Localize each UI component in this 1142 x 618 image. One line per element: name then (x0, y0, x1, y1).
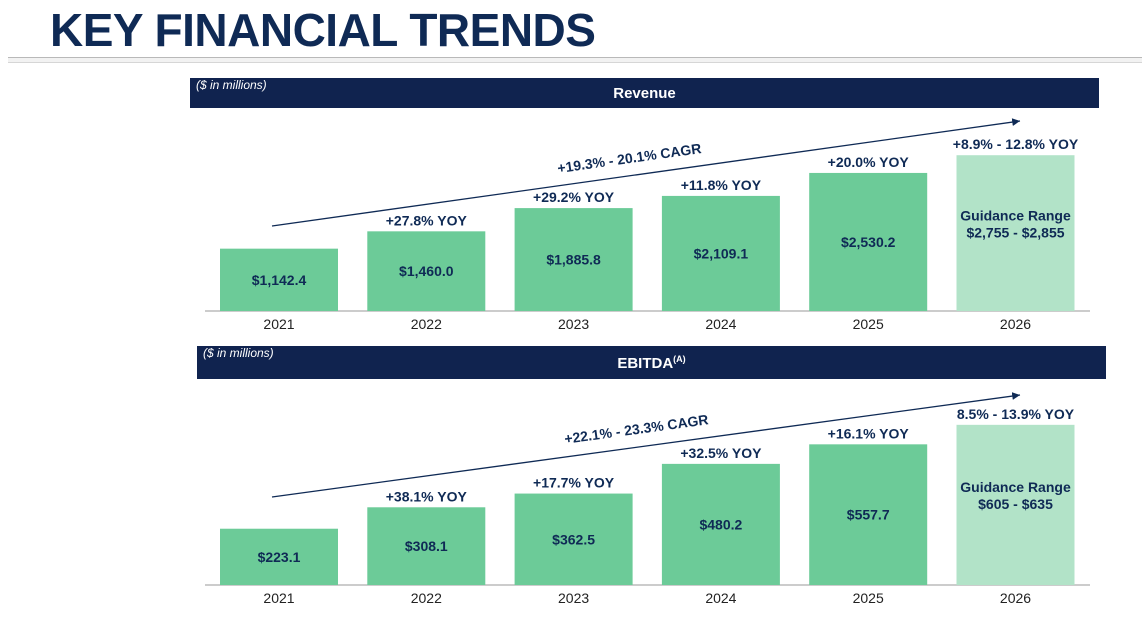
revenue-chart: 2021 $1,142.4 2022 +27.8% YOY $1,460.0 2023 +2… (205, 118, 1090, 332)
revenue-category-label: 2022 (411, 316, 442, 332)
revenue-yoy-label: +29.2% YOY (533, 189, 615, 205)
title-divider (8, 57, 1142, 63)
ebitda-bar (809, 444, 928, 585)
revenue-bar (661, 195, 780, 311)
revenue-value-label: $1,142.4 (252, 272, 307, 288)
ebitda-category-label: 2023 (558, 590, 589, 606)
ebitda-banner: ($ in millions) EBITDA(A) (197, 346, 1106, 379)
ebitda-category-label: 2026 (1000, 590, 1031, 606)
ebitda-yoy-label: +16.1% YOY (828, 425, 910, 441)
revenue-banner: ($ in millions) Revenue (190, 78, 1099, 108)
ebitda-guidance-label: Guidance Range (960, 479, 1071, 495)
revenue-guidance-label: Guidance Range (960, 208, 1071, 224)
revenue-value-label: $2,109.1 (694, 245, 749, 261)
ebitda-title: EBITDA (617, 355, 674, 372)
ebitda-value-label: $308.1 (405, 538, 448, 554)
revenue-guidance-range: $2,755 - $2,855 (966, 225, 1064, 241)
revenue-yoy-label: +20.0% YOY (828, 154, 910, 170)
ebitda-title-wrap: EBITDA(A) (197, 354, 1106, 372)
revenue-category-label: 2021 (263, 316, 294, 332)
ebitda-guidance-bar (956, 424, 1075, 585)
ebitda-category-label: 2024 (705, 590, 736, 606)
ebitda-yoy-label: +38.1% YOY (386, 488, 468, 504)
revenue-guidance-bar (956, 155, 1075, 311)
revenue-value-label: $1,885.8 (546, 252, 601, 268)
revenue-value-label: $1,460.0 (399, 263, 454, 279)
revenue-category-label: 2024 (705, 316, 736, 332)
revenue-value-label: $2,530.2 (841, 234, 896, 250)
ebitda-value-label: $557.7 (847, 507, 890, 523)
ebitda-value-label: $480.2 (699, 516, 742, 532)
ebitda-category-label: 2021 (263, 590, 294, 606)
revenue-bar (220, 248, 338, 311)
ebitda-category-label: 2025 (853, 590, 884, 606)
revenue-unit-note: ($ in millions) (196, 78, 267, 92)
ebitda-unit-note: ($ in millions) (203, 346, 274, 360)
ebitda-bar (514, 493, 633, 585)
revenue-title: Revenue (613, 85, 676, 102)
revenue-category-label: 2026 (1000, 316, 1031, 332)
ebitda-bar (220, 528, 338, 585)
ebitda-yoy-label: +17.7% YOY (533, 475, 615, 491)
page-title: KEY FINANCIAL TRENDS (50, 4, 596, 56)
revenue-cagr-label: +19.3% - 20.1% CAGR (556, 140, 702, 176)
revenue-bar (514, 208, 633, 311)
ebitda-footnote-marker: (A) (673, 354, 686, 364)
ebitda-value-label: $362.5 (552, 531, 595, 547)
revenue-category-label: 2025 (853, 316, 884, 332)
ebitda-cagr-label: +22.1% - 23.3% CAGR (563, 411, 709, 446)
ebitda-guidance-range: $605 - $635 (978, 496, 1053, 512)
revenue-yoy-label: +27.8% YOY (386, 212, 468, 228)
ebitda-bar (661, 463, 780, 585)
revenue-cagr-arrow (271, 118, 1021, 227)
revenue-bar (367, 231, 486, 311)
ebitda-value-label: $223.1 (258, 549, 301, 565)
revenue-category-label: 2023 (558, 316, 589, 332)
ebitda-yoy-label: +32.5% YOY (680, 445, 762, 461)
revenue-bar (809, 172, 928, 311)
ebitda-category-label: 2022 (411, 590, 442, 606)
ebitda-bar (367, 507, 486, 585)
revenue-yoy-label: +11.8% YOY (681, 177, 762, 193)
revenue-yoy-label: +8.9% - 12.8% YOY (953, 136, 1079, 152)
ebitda-chart: 2021 $223.1 2022 +38.1% YOY $308.1 2023 +17.7%… (205, 392, 1090, 606)
ebitda-yoy-label: 8.5% - 13.9% YOY (957, 406, 1075, 422)
ebitda-cagr-arrow (271, 392, 1021, 498)
